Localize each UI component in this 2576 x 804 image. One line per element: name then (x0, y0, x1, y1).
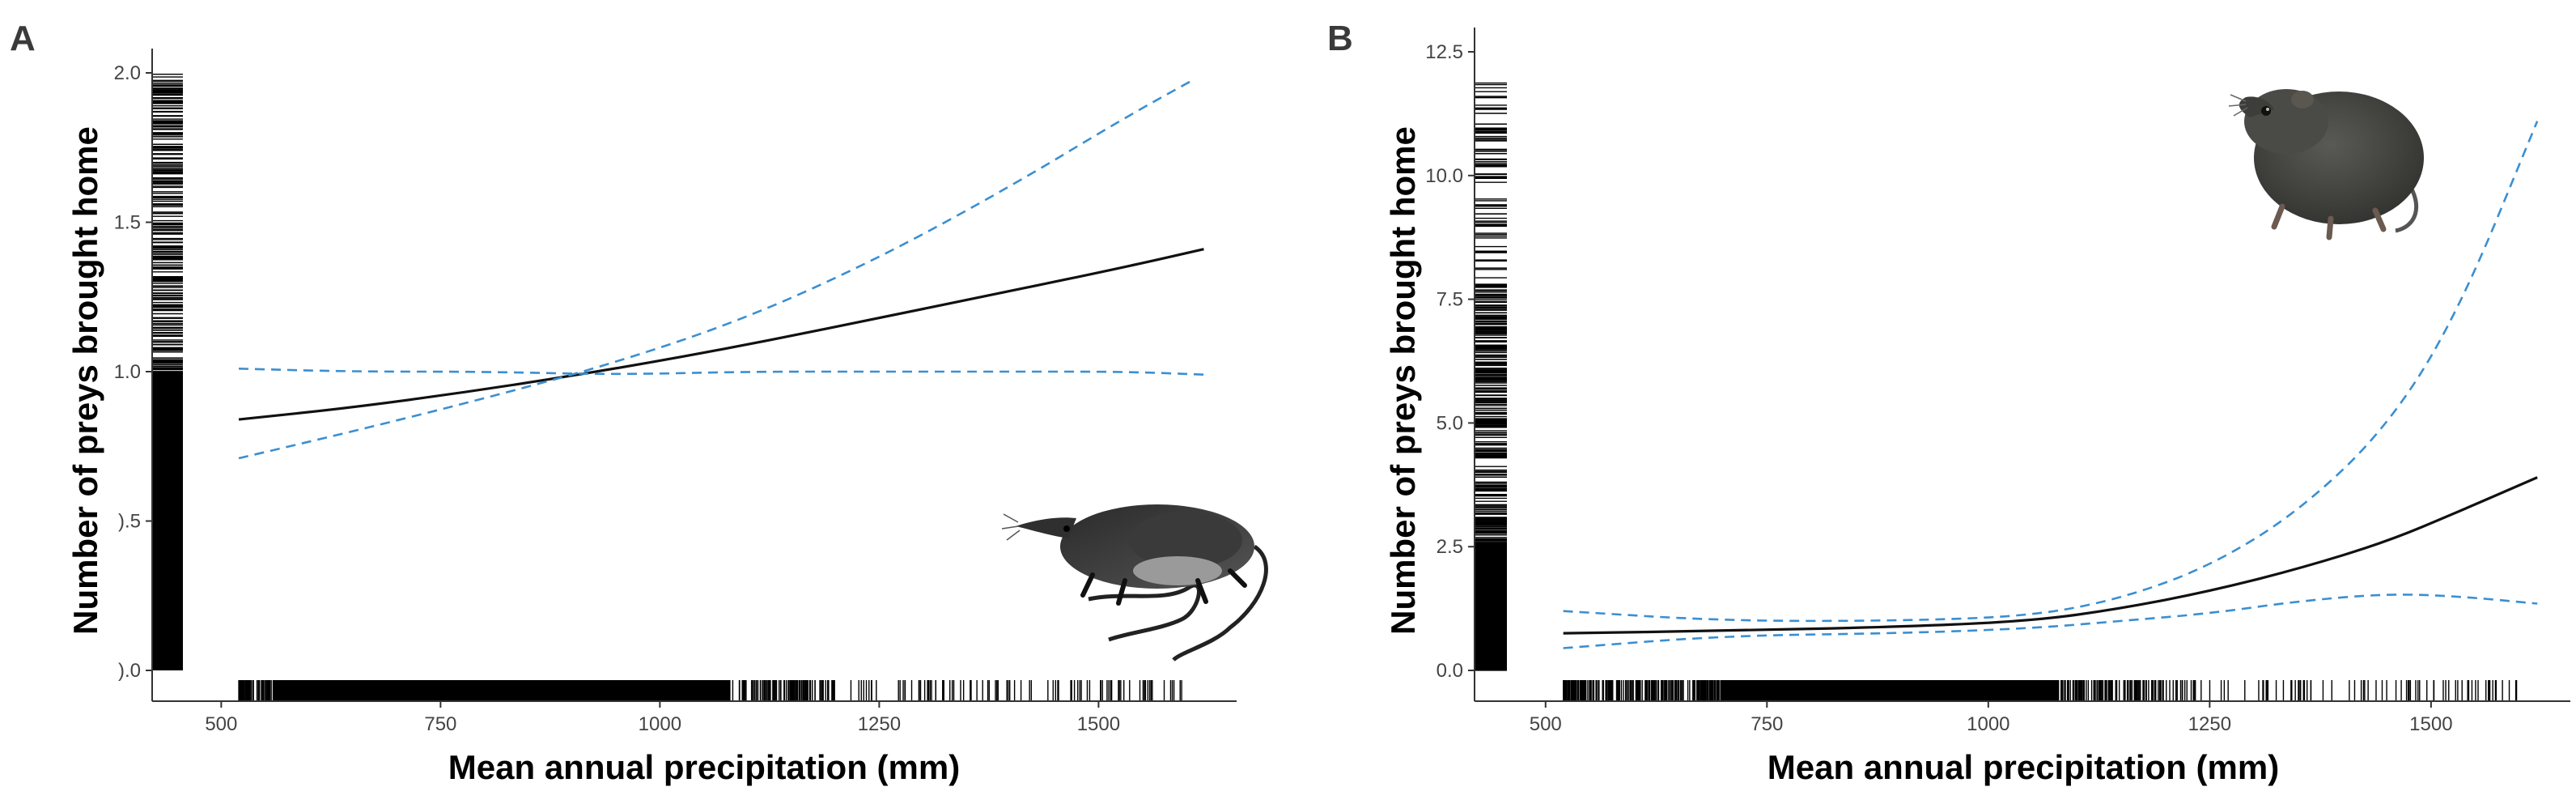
x-rug-dense (274, 680, 731, 701)
x-rug-dense (1722, 680, 2060, 701)
confidence-band-line (1563, 593, 2538, 649)
confidence-band-line (238, 78, 1196, 460)
panel-label-b: B (1327, 19, 1353, 58)
x-tick-label: 750 (424, 713, 456, 735)
x-tick-label: 1000 (639, 713, 681, 735)
panel-a: A ).0 ).5 1.0 1.5 2.0 500 750 1000 1250 1500 Mean… (10, 19, 1268, 786)
y-tick-label: 2.0 (114, 62, 141, 84)
y-axis-title-b: Number of preys brought home (1384, 126, 1422, 635)
panel-b: B 0.0 2.5 5.0 7.5 10.0 12.5 500 750 1000 1250 1500… (1327, 19, 2570, 786)
y-tick-label: ).5 (118, 511, 141, 533)
x-rug-a (238, 680, 1182, 701)
panel-label-a: A (10, 19, 36, 58)
fitted-line (1563, 476, 2538, 635)
y-rug-b (1475, 82, 1507, 671)
confidence-band-line (1563, 120, 2539, 623)
x-tick-label: 750 (1751, 713, 1783, 735)
x-tick-label: 1250 (2188, 713, 2231, 735)
x-tick-label: 500 (205, 713, 237, 735)
confidence-band-line (239, 368, 1204, 376)
x-tick-label: 1000 (1967, 713, 2009, 735)
y-rug-dense (1475, 542, 1507, 670)
x-tick-label: 1250 (858, 713, 901, 735)
x-tick-label: 1500 (1077, 713, 1120, 735)
y-tick-label: ).0 (118, 660, 141, 682)
y-rug-a (152, 74, 183, 670)
shrew-icon (1001, 504, 1268, 661)
fitted-line (238, 248, 1204, 421)
x-axis-title-b: Mean annual precipitation (mm) (1768, 748, 2279, 786)
axes-a: ).0 ).5 1.0 1.5 2.0 500 750 1000 1250 1500 (114, 49, 1237, 735)
y-tick-label: 12.5 (1425, 41, 1463, 63)
x-tick-label: 1500 (2409, 713, 2452, 735)
y-tick-label: 7.5 (1437, 289, 1463, 311)
y-tick-label: 5.0 (1437, 412, 1463, 434)
series-a (238, 78, 1204, 460)
x-rug-b (1562, 680, 2518, 701)
y-tick-label: 0.0 (1437, 660, 1463, 682)
vole-icon (2228, 89, 2424, 240)
y-tick-label: 1.5 (114, 212, 141, 234)
y-tick-label: 10.0 (1425, 165, 1463, 187)
x-tick-label: 500 (1530, 713, 1562, 735)
series-b (1563, 120, 2539, 649)
y-tick-label: 1.0 (114, 361, 141, 383)
y-axis-title-a: Number of preys brought home (66, 126, 104, 635)
x-axis-title-a: Mean annual precipitation (mm) (448, 748, 960, 786)
axes-b: 0.0 2.5 5.0 7.5 10.0 12.5 500 750 1000 1250 1500 (1425, 28, 2570, 735)
y-rug-dense (152, 372, 183, 670)
y-tick-label: 2.5 (1437, 536, 1463, 558)
